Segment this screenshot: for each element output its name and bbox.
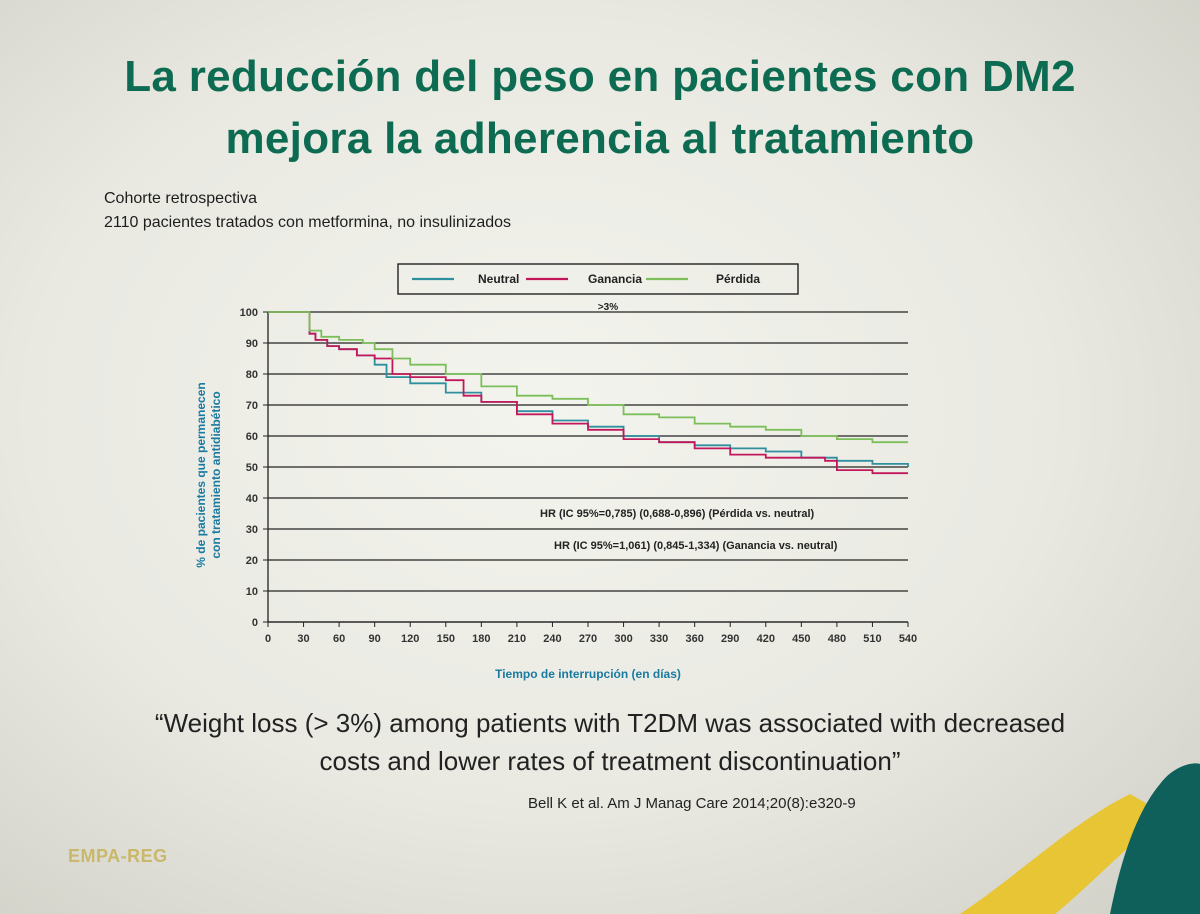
x-tick-label: 480	[828, 633, 846, 645]
y-tick-label: 90	[246, 338, 258, 350]
gold-ribbon	[960, 794, 1165, 914]
x-tick-label: 360	[685, 633, 703, 645]
series-line-neutral	[268, 311, 909, 467]
x-tick-label: 210	[508, 633, 526, 645]
x-tick-label: 90	[369, 633, 381, 645]
x-tick-label: 180	[472, 633, 490, 645]
teal-ribbon	[1110, 763, 1200, 914]
slide-title: La reducción del peso en pacientes con D…	[60, 46, 1140, 170]
x-tick-label: 330	[650, 633, 668, 645]
y-tick-label: 100	[240, 307, 258, 319]
brand-logo-text: EMPA-REG	[68, 846, 168, 866]
chart-labels: HR (IC 95%=0,785) (0,688-0,896) (Pérdida…	[194, 382, 838, 681]
x-tick-label: 270	[579, 633, 597, 645]
x-tick-label: 150	[437, 633, 455, 645]
legend-label-neutral: Neutral	[478, 272, 519, 286]
slide-title-line2: mejora la adherencia al tratamiento	[225, 114, 975, 163]
y-tick-label: 80	[246, 369, 258, 381]
y-tick-label: 70	[246, 400, 258, 412]
x-tick-label: 0	[265, 633, 271, 645]
x-tick-label: 450	[792, 633, 810, 645]
x-tick-label: 510	[863, 633, 881, 645]
cohort-label: Cohorte retrospectiva	[104, 190, 257, 207]
y-tick-label: 0	[252, 617, 258, 629]
hr-annotation-2: HR (IC 95%=1,061) (0,845-1,334) (Gananci…	[554, 540, 838, 552]
series-line-pérdida	[268, 311, 908, 444]
slide-title-line1: La reducción del peso en pacientes con D…	[124, 52, 1076, 101]
y-tick-label: 20	[246, 555, 258, 567]
series-line-ganancia	[268, 311, 908, 475]
x-tick-label: 60	[333, 633, 345, 645]
patients-label: 2110 pacientes tratados con metformina, …	[104, 214, 512, 231]
citation: Bell K et al. Am J Manag Care 2014;20(8)…	[528, 795, 856, 812]
y-tick-label: 30	[246, 524, 258, 536]
y-axis-title-line1: % de pacientes que permanecen	[194, 382, 208, 567]
chart-gridlines	[268, 311, 908, 623]
y-tick-label: 50	[246, 462, 258, 474]
y-tick-label: 10	[246, 586, 258, 598]
survival-chart: 0 10 20 30 40 50 60 70 80 90 100 0 30 60 90 120 150 180 21…	[194, 263, 918, 681]
hr-annotation-1: HR (IC 95%=0,785) (0,688-0,896) (Pérdida…	[540, 508, 815, 520]
quote-line2: costs and lower rates of treatment disco…	[319, 746, 901, 776]
x-axis-title: Tiempo de interrupción (en días)	[495, 667, 681, 681]
legend-label-pérdida: Pérdida	[716, 272, 760, 286]
x-tick-label: 240	[543, 633, 561, 645]
chart-legend: Neutral Ganancia Pérdida >3%	[397, 263, 799, 313]
x-tick-label: 540	[899, 633, 917, 645]
y-axis-title-line2: con tratamiento antidiabético	[209, 391, 223, 558]
y-tick-label: 40	[246, 493, 258, 505]
chart-series	[268, 311, 909, 475]
quote-block: “Weight loss (> 3%) among patients with …	[100, 704, 1120, 780]
x-tick-label: 30	[297, 633, 309, 645]
x-tick-label: 290	[721, 633, 739, 645]
legend-label-ganancia: Ganancia	[588, 272, 642, 286]
x-tick-label: 120	[401, 633, 419, 645]
legend-box	[397, 263, 799, 295]
x-tick-label: 420	[757, 633, 775, 645]
corner-ribbon-decoration	[960, 763, 1200, 914]
x-tick-label: 300	[614, 633, 632, 645]
chart-axes: 0 10 20 30 40 50 60 70 80 90 100 0 30 60 90 120 150 180 21…	[240, 307, 918, 645]
quote-line1: “Weight loss (> 3%) among patients with …	[154, 708, 1066, 738]
legend-note: >3%	[598, 302, 618, 313]
y-tick-label: 60	[246, 431, 258, 443]
